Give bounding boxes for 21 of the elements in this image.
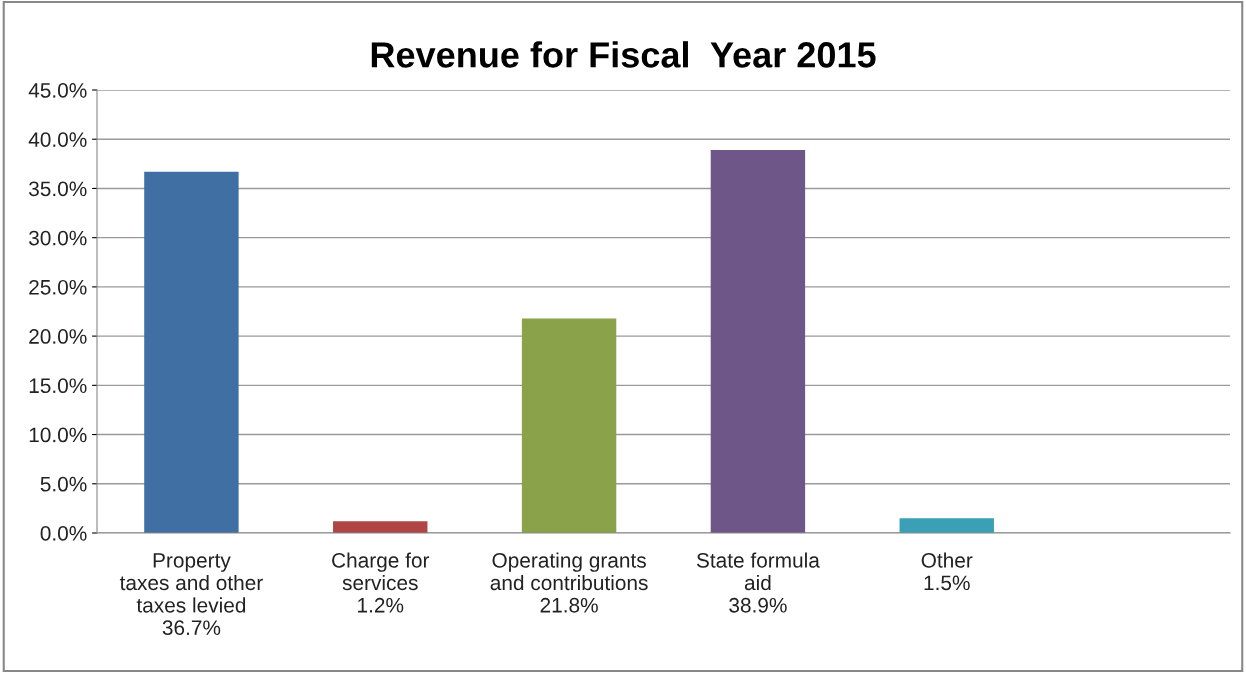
- chart-title: Revenue for Fiscal Year 2015: [371, 41, 876, 68]
- y-tick-label: 30.0%: [29, 230, 87, 246]
- bar: [521, 318, 617, 533]
- x-tick-label: Charge for services 1.2%: [332, 552, 430, 613]
- x-tick-label: Operating grants and contributions 21.8%: [490, 552, 648, 613]
- y-tick-label: 15.0%: [29, 378, 87, 394]
- y-tick-label: 35.0%: [29, 181, 87, 197]
- y-tick-label: 20.0%: [29, 329, 87, 344]
- y-tick-label: 40.0%: [28, 132, 87, 147]
- bar: [710, 150, 806, 533]
- y-tick-label: 0.0%: [40, 526, 87, 541]
- bar: [899, 518, 994, 533]
- y-tick-label: 10.0%: [29, 427, 87, 443]
- y-tick-label: 45.0%: [28, 83, 87, 98]
- bar: [144, 171, 239, 533]
- x-tick-label: Other 1.5%: [921, 552, 973, 591]
- bar: [333, 521, 428, 533]
- x-tick-label: State formula aid 38.9%: [696, 552, 820, 613]
- y-tick-label: 25.0%: [29, 279, 87, 295]
- x-tick-label: Property taxes and other taxes levied 36.7%: [119, 553, 263, 636]
- y-tick-label: 5.0%: [40, 476, 87, 492]
